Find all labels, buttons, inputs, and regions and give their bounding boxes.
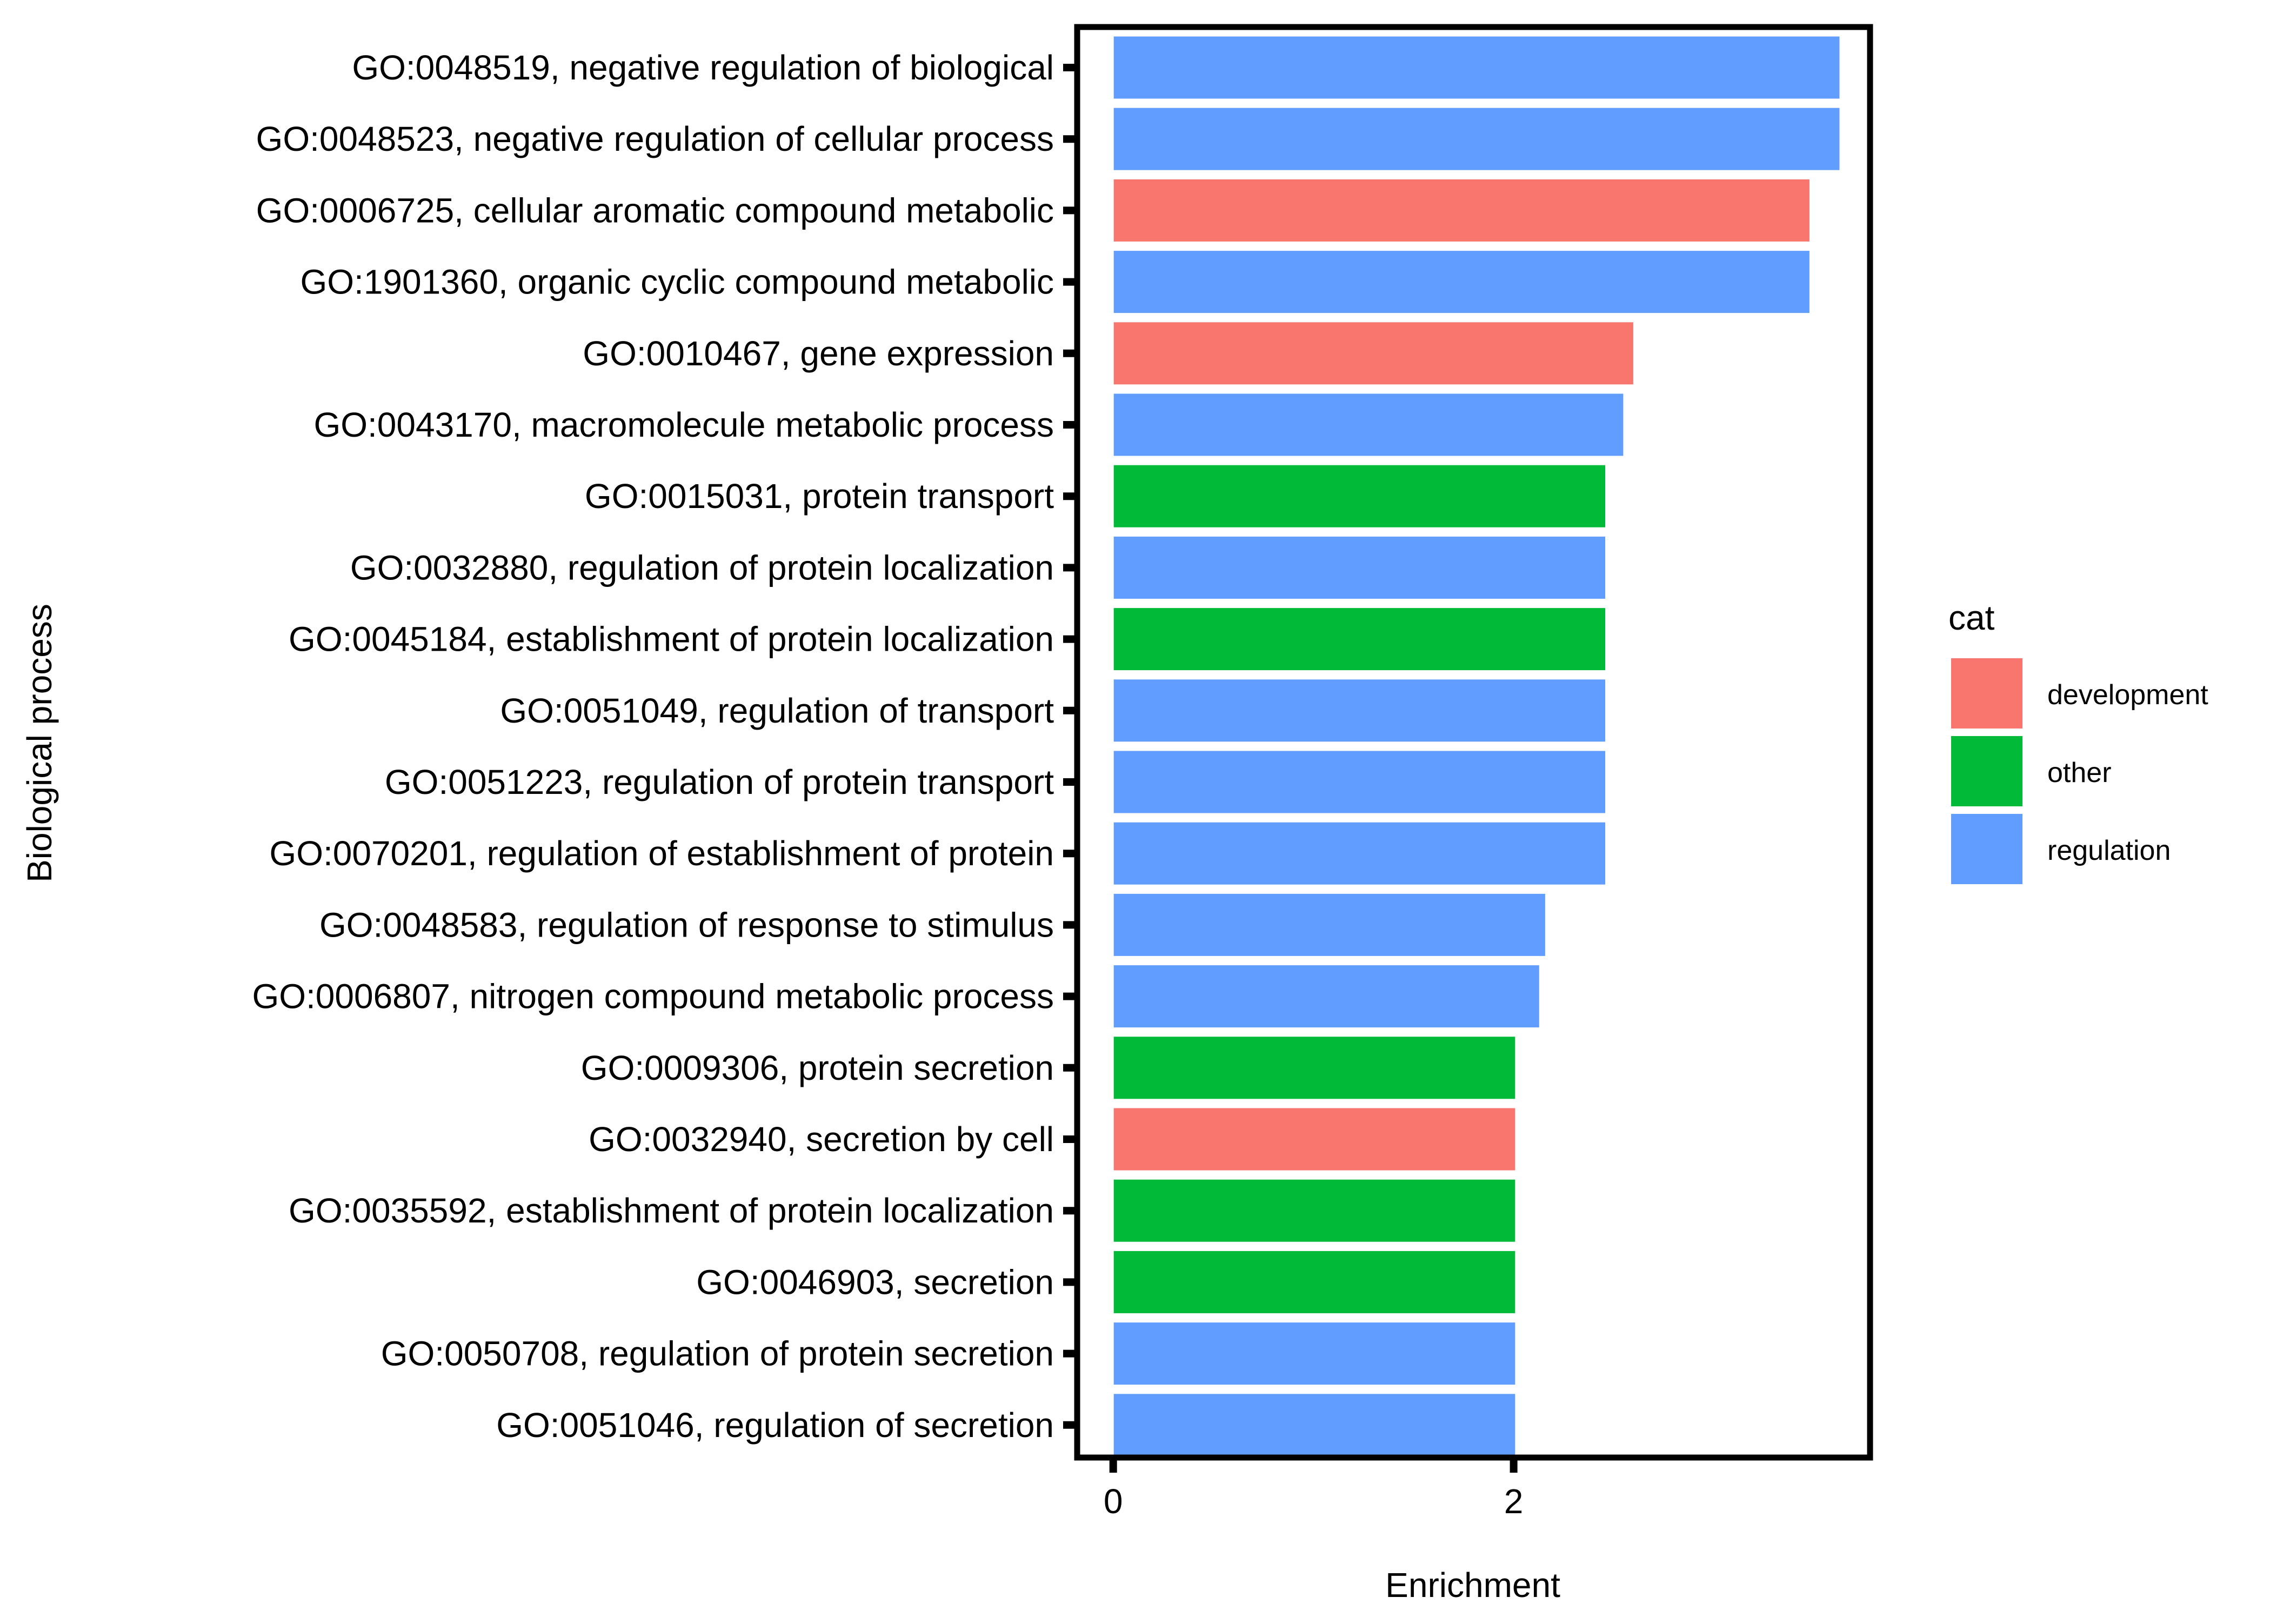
category-label: GO:0015031, protein transport	[585, 477, 1054, 516]
bar	[1112, 821, 1607, 886]
bar	[1112, 392, 1625, 457]
bar	[1112, 964, 1540, 1029]
category-label: GO:1901360, organic cyclic compound meta…	[300, 263, 1054, 302]
bar	[1112, 1035, 1517, 1100]
bar	[1112, 1321, 1517, 1386]
legend-label-regulation: regulation	[2047, 835, 2171, 866]
bar	[1112, 1393, 1517, 1458]
legend-label-other: other	[2047, 757, 2112, 788]
panel-border	[1074, 24, 1873, 1461]
bar	[1112, 35, 1841, 100]
category-label: GO:0048523, negative regulation of cellu…	[256, 119, 1054, 158]
bar	[1112, 1107, 1517, 1172]
category-labels-group: GO:0048519, negative regulation of biolo…	[252, 48, 1054, 1445]
x-axis-title: Enrichment	[1385, 1566, 1560, 1605]
legend-label-development: development	[2047, 679, 2208, 711]
category-label: GO:0048583, regulation of response to st…	[319, 905, 1054, 944]
bar	[1112, 321, 1634, 386]
category-label: GO:0010467, gene expression	[583, 334, 1054, 373]
bar	[1112, 607, 1607, 672]
category-label: GO:0006725, cellular aromatic compound m…	[256, 191, 1054, 230]
bar	[1112, 1249, 1517, 1314]
y-axis-title: Biological process	[20, 604, 59, 883]
x-tick-label: 2	[1504, 1482, 1524, 1521]
bar	[1112, 250, 1811, 315]
x-tick-label: 0	[1104, 1482, 1123, 1521]
category-label: GO:0045184, establishment of protein loc…	[289, 620, 1054, 659]
category-label: GO:0035592, establishment of protein loc…	[289, 1191, 1054, 1230]
bar	[1112, 464, 1607, 529]
category-label: GO:0070201, regulation of establishment …	[269, 834, 1054, 873]
bar	[1112, 1178, 1517, 1243]
category-label: GO:0051223, regulation of protein transp…	[385, 763, 1054, 801]
bars-group	[1112, 35, 1841, 1458]
bar	[1112, 892, 1546, 957]
category-label: GO:0051046, regulation of secretion	[496, 1406, 1054, 1445]
category-label: GO:0051049, regulation of transport	[500, 691, 1054, 730]
bar	[1112, 178, 1811, 243]
bar	[1112, 535, 1607, 600]
category-label: GO:0009306, protein secretion	[581, 1048, 1054, 1087]
legend: cat development other regulation	[1948, 598, 2208, 884]
legend-title: cat	[1948, 598, 1995, 637]
category-label: GO:0032880, regulation of protein locali…	[350, 548, 1054, 587]
bar	[1112, 678, 1607, 743]
category-label: GO:0046903, secretion	[696, 1262, 1054, 1301]
legend-key-development	[1951, 658, 2022, 729]
category-label: GO:0006807, nitrogen compound metabolic …	[252, 977, 1054, 1016]
bar	[1112, 750, 1607, 814]
category-label: GO:0048519, negative regulation of biolo…	[352, 48, 1054, 87]
legend-key-regulation	[1951, 814, 2022, 884]
category-label: GO:0043170, macromolecule metabolic proc…	[313, 405, 1054, 444]
legend-key-other	[1951, 736, 2022, 806]
bar	[1112, 106, 1841, 171]
category-label: GO:0050708, regulation of protein secret…	[381, 1334, 1054, 1373]
category-label: GO:0032940, secretion by cell	[589, 1120, 1054, 1159]
